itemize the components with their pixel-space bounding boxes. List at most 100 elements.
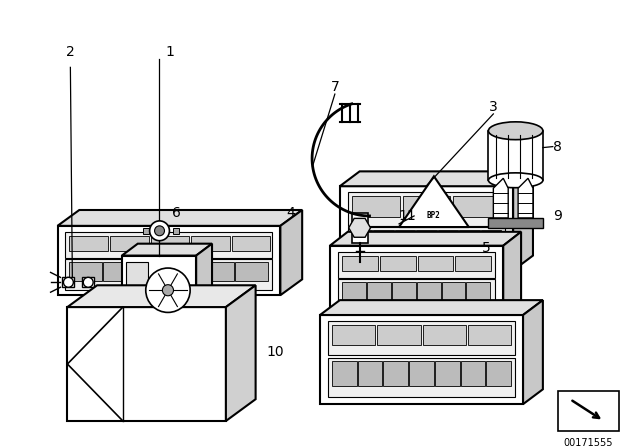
Bar [352, 230, 372, 254]
Bar [122, 255, 196, 325]
Bar [435, 362, 460, 386]
Circle shape [150, 221, 170, 241]
Bar [417, 282, 440, 301]
Text: 1: 1 [165, 44, 174, 59]
Bar [169, 262, 201, 281]
Bar [461, 362, 485, 386]
Bar [380, 255, 415, 271]
Bar [136, 262, 168, 281]
Bar [486, 362, 511, 386]
Bar [342, 255, 378, 271]
Bar [338, 252, 495, 278]
Bar [332, 325, 375, 345]
Circle shape [63, 277, 74, 287]
Polygon shape [196, 244, 212, 325]
Polygon shape [513, 172, 533, 271]
Bar [232, 236, 271, 251]
Bar [488, 131, 543, 180]
Bar [442, 282, 465, 301]
Bar [340, 186, 513, 271]
Text: 9: 9 [554, 209, 562, 223]
Text: 4: 4 [286, 206, 294, 220]
Polygon shape [340, 172, 533, 186]
Polygon shape [226, 285, 255, 421]
Bar [83, 277, 94, 287]
Bar [328, 321, 515, 355]
Text: 8: 8 [554, 140, 562, 154]
Bar [191, 236, 230, 251]
Bar [63, 277, 74, 287]
Bar [422, 325, 466, 345]
Bar [65, 232, 273, 258]
Polygon shape [67, 285, 255, 307]
Polygon shape [58, 210, 302, 226]
Bar [143, 228, 148, 234]
Polygon shape [518, 178, 533, 218]
Bar [342, 282, 365, 301]
Text: 10: 10 [267, 345, 284, 359]
Circle shape [155, 226, 164, 236]
Bar [467, 282, 490, 301]
Polygon shape [349, 218, 371, 237]
Bar [330, 246, 503, 315]
Bar [202, 262, 234, 281]
Bar [358, 362, 383, 386]
Bar [409, 362, 434, 386]
Bar [468, 325, 511, 345]
Bar [367, 282, 390, 301]
Bar [403, 196, 451, 217]
Text: BP2: BP2 [427, 211, 441, 220]
Bar [69, 236, 108, 251]
Bar [328, 358, 515, 397]
Bar [557, 391, 619, 431]
Bar [110, 236, 148, 251]
Polygon shape [503, 232, 521, 315]
Bar [67, 307, 226, 421]
Bar [348, 192, 505, 226]
Bar [377, 325, 420, 345]
Bar [417, 255, 454, 271]
Bar [127, 294, 139, 304]
Text: 11: 11 [398, 209, 416, 223]
Polygon shape [399, 177, 468, 227]
Bar [126, 262, 148, 291]
Polygon shape [280, 210, 302, 295]
Bar [373, 230, 394, 254]
Bar [69, 262, 102, 281]
Bar [236, 262, 268, 281]
Bar [460, 230, 480, 254]
Bar [173, 228, 179, 234]
Bar [338, 279, 495, 310]
Polygon shape [493, 178, 508, 218]
Bar [438, 230, 458, 254]
Bar [383, 362, 408, 386]
Bar [395, 230, 415, 254]
Text: 3: 3 [489, 100, 498, 114]
Text: 6: 6 [172, 206, 181, 220]
Polygon shape [320, 300, 543, 315]
Bar [352, 213, 367, 243]
Bar [332, 362, 356, 386]
Ellipse shape [488, 173, 543, 188]
Bar [102, 262, 135, 281]
Bar [456, 255, 492, 271]
Text: 2: 2 [66, 44, 75, 59]
Bar [488, 218, 543, 228]
Text: 7: 7 [330, 80, 339, 94]
Bar [320, 315, 523, 404]
Polygon shape [122, 244, 212, 255]
Text: 00171555: 00171555 [564, 438, 613, 448]
Bar [392, 282, 415, 301]
Circle shape [163, 284, 173, 296]
Ellipse shape [488, 122, 543, 140]
Bar [352, 196, 399, 217]
Bar [58, 226, 280, 295]
Circle shape [83, 277, 93, 287]
Bar [143, 294, 155, 304]
Text: 5: 5 [482, 241, 491, 254]
Bar [348, 227, 505, 264]
Circle shape [146, 268, 190, 312]
Bar [481, 230, 501, 254]
Polygon shape [330, 232, 521, 246]
Polygon shape [523, 300, 543, 404]
